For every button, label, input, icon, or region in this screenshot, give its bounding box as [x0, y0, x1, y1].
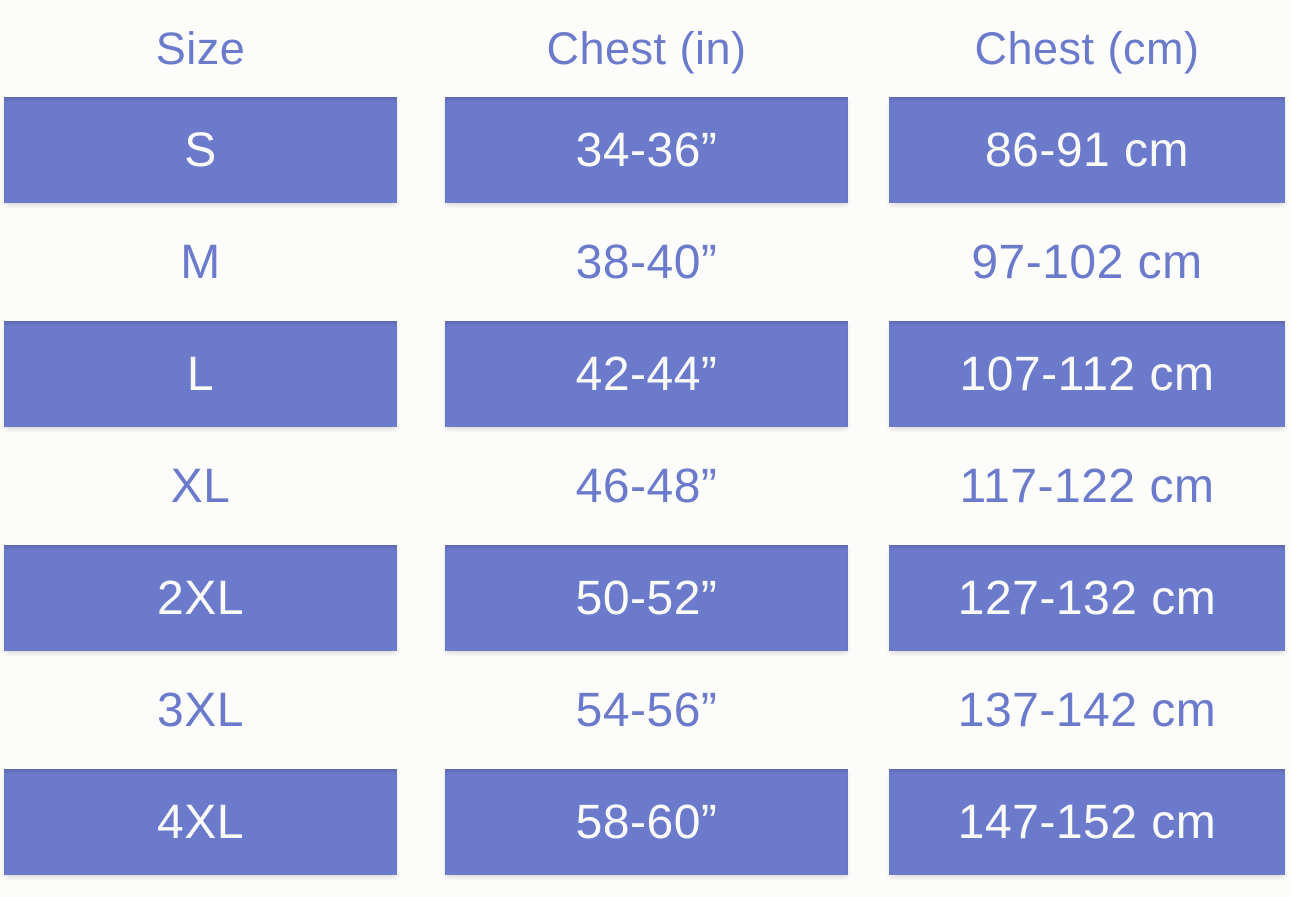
cell-size: 4XL [4, 769, 397, 875]
header-size: Size [155, 22, 246, 74]
cell-size: S [4, 97, 397, 203]
cell-chest-cm: 107-112 cm [889, 321, 1285, 427]
table-row-4xl: 4XL 58-60” 147-152 cm [0, 769, 1290, 875]
cell-chest-cm: 97-102 cm [971, 235, 1203, 289]
cell-chest-in: 50-52” [445, 545, 848, 651]
cell-size: 3XL [157, 683, 244, 737]
cell-chest-cm: 117-122 cm [959, 459, 1215, 513]
cell-chest-cm: 147-152 cm [889, 769, 1285, 875]
table-row-l: L 42-44” 107-112 cm [0, 321, 1290, 427]
cell-chest-in: 58-60” [445, 769, 848, 875]
table-row-3xl: 3XL 54-56” 137-142 cm [0, 651, 1290, 769]
header-chest-cm: Chest (cm) [974, 22, 1200, 74]
cell-chest-in: 46-48” [575, 459, 718, 513]
cell-size: M [180, 235, 221, 289]
cell-chest-in: 42-44” [445, 321, 848, 427]
table-row-s: S 34-36” 86-91 cm [0, 97, 1290, 203]
cell-chest-in: 54-56” [575, 683, 718, 737]
cell-size: XL [170, 459, 231, 513]
cell-chest-cm: 86-91 cm [889, 97, 1285, 203]
cell-size: L [4, 321, 397, 427]
table-row-m: M 38-40” 97-102 cm [0, 203, 1290, 321]
cell-chest-in: 38-40” [575, 235, 718, 289]
header-row: Size Chest (in) Chest (cm) [0, 0, 1290, 97]
table-row-xl: XL 46-48” 117-122 cm [0, 427, 1290, 545]
table-row-2xl: 2XL 50-52” 127-132 cm [0, 545, 1290, 651]
cell-chest-cm: 137-142 cm [957, 683, 1217, 737]
cell-size: 2XL [4, 545, 397, 651]
cell-chest-in: 34-36” [445, 97, 848, 203]
size-chart-table: Size Chest (in) Chest (cm) S 34-36” 86-9… [0, 0, 1290, 875]
header-chest-in: Chest (in) [546, 22, 747, 74]
cell-chest-cm: 127-132 cm [889, 545, 1285, 651]
